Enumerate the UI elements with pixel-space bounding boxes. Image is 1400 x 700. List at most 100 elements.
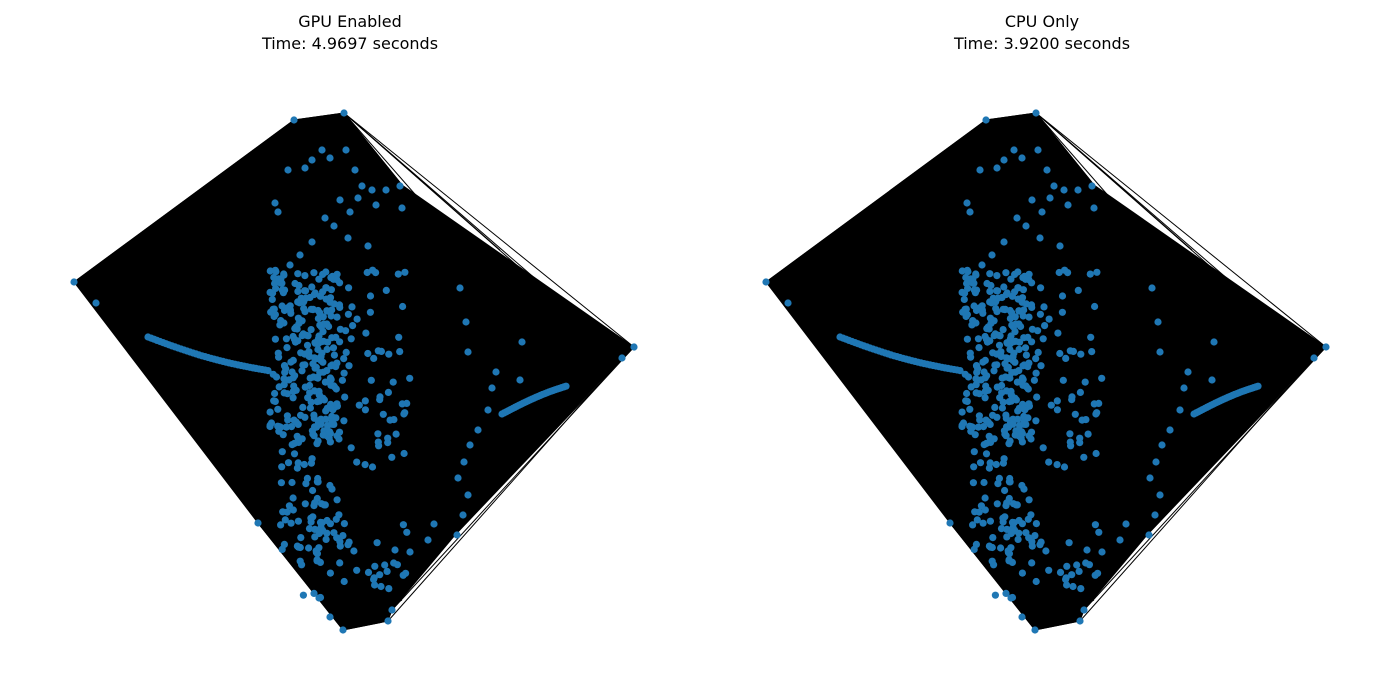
graph-node xyxy=(1000,238,1008,246)
graph-node xyxy=(290,116,298,124)
graph-node xyxy=(319,358,327,366)
graph-node xyxy=(322,284,330,292)
graph-node xyxy=(1040,303,1048,311)
graph-node xyxy=(474,426,482,434)
graph-node xyxy=(267,419,276,427)
graph-node xyxy=(630,343,638,351)
graph-node xyxy=(323,529,331,537)
graph-edge xyxy=(343,112,561,301)
graph-node xyxy=(464,491,472,499)
graph-edge xyxy=(1035,112,1253,301)
graph-node xyxy=(366,308,374,316)
graph-node xyxy=(333,496,341,504)
graph-node xyxy=(274,349,282,357)
graph-node xyxy=(966,349,974,357)
graph-node xyxy=(1322,343,1330,351)
graph-node xyxy=(318,146,326,154)
graph-node xyxy=(464,348,472,356)
graph-node xyxy=(1043,166,1051,174)
graph-node xyxy=(985,464,993,472)
graph-node xyxy=(958,408,966,416)
graph-node xyxy=(1005,440,1013,448)
graph-node xyxy=(333,313,341,321)
graph-node xyxy=(306,293,314,302)
graph-node xyxy=(1015,307,1023,315)
graph-node xyxy=(1017,428,1026,436)
graph-node xyxy=(972,381,980,389)
graph-node xyxy=(982,335,990,343)
graph-node xyxy=(323,345,331,353)
graph-node xyxy=(290,450,299,458)
graph-node xyxy=(1056,349,1064,358)
graph-node xyxy=(973,286,981,294)
graph-node xyxy=(322,268,330,276)
graph-node xyxy=(998,374,1006,382)
graph-node xyxy=(406,374,414,382)
graph-node xyxy=(339,626,347,634)
graph-node xyxy=(1015,320,1023,328)
graph-edge xyxy=(1079,357,1315,622)
graph-node xyxy=(1056,568,1065,577)
graph-node xyxy=(989,349,997,357)
graph-node xyxy=(293,432,301,440)
graph-node xyxy=(1082,416,1090,424)
graph-node xyxy=(396,182,404,190)
graph-node xyxy=(364,349,372,358)
graph-node xyxy=(348,303,356,311)
graph-node xyxy=(345,362,353,370)
graph-nodes xyxy=(762,109,1330,634)
graph-node xyxy=(1208,376,1216,384)
graph-node xyxy=(290,382,298,390)
graph-node xyxy=(1025,496,1033,504)
graph-node xyxy=(1013,214,1021,222)
graph-node xyxy=(1158,441,1166,449)
graph-node xyxy=(1060,463,1069,471)
graph-node xyxy=(340,520,348,528)
graph-node xyxy=(1053,461,1061,469)
graph-node xyxy=(991,330,999,338)
graph-node xyxy=(1021,344,1030,352)
graph-node xyxy=(977,502,985,510)
panel-subtitle: Time: 4.9697 seconds xyxy=(261,34,439,53)
graph-node xyxy=(1063,562,1071,570)
graph-node xyxy=(989,534,997,542)
graph-node xyxy=(308,238,316,246)
graph-node xyxy=(970,463,978,471)
graph-node xyxy=(310,411,318,419)
graph-node xyxy=(315,397,323,405)
graph-node xyxy=(1039,444,1047,452)
graph-node xyxy=(379,410,387,418)
graph-node xyxy=(314,474,322,483)
graph-node xyxy=(1080,606,1088,614)
graph-node xyxy=(324,422,332,430)
graph-node xyxy=(1058,292,1067,300)
graph-node xyxy=(401,268,409,276)
graph-node xyxy=(1014,284,1022,292)
graph-node xyxy=(516,376,524,384)
graph-node xyxy=(562,382,570,390)
graph-node xyxy=(1010,519,1018,527)
graph-node xyxy=(326,481,334,490)
graph-node xyxy=(994,480,1002,488)
graph-node xyxy=(963,199,971,207)
graph-node xyxy=(975,344,983,352)
graph-node xyxy=(1002,269,1010,277)
graph-node xyxy=(311,525,319,534)
graph-node xyxy=(299,403,307,411)
graph-node xyxy=(986,270,994,278)
graph-node xyxy=(326,613,334,621)
graph-node xyxy=(484,406,492,414)
graph-node xyxy=(398,204,406,212)
graph-node xyxy=(313,440,321,448)
graph-node xyxy=(1081,378,1089,386)
graph-node xyxy=(1077,350,1085,358)
graph-node xyxy=(1084,430,1092,438)
graph-node xyxy=(1009,420,1017,428)
graph-node xyxy=(1065,539,1073,547)
graph-node xyxy=(982,116,990,124)
graph-node xyxy=(254,519,262,527)
graph-node xyxy=(327,312,335,320)
graph-nodes xyxy=(70,109,638,634)
graph-node xyxy=(986,420,994,428)
graph-node xyxy=(1032,520,1040,528)
